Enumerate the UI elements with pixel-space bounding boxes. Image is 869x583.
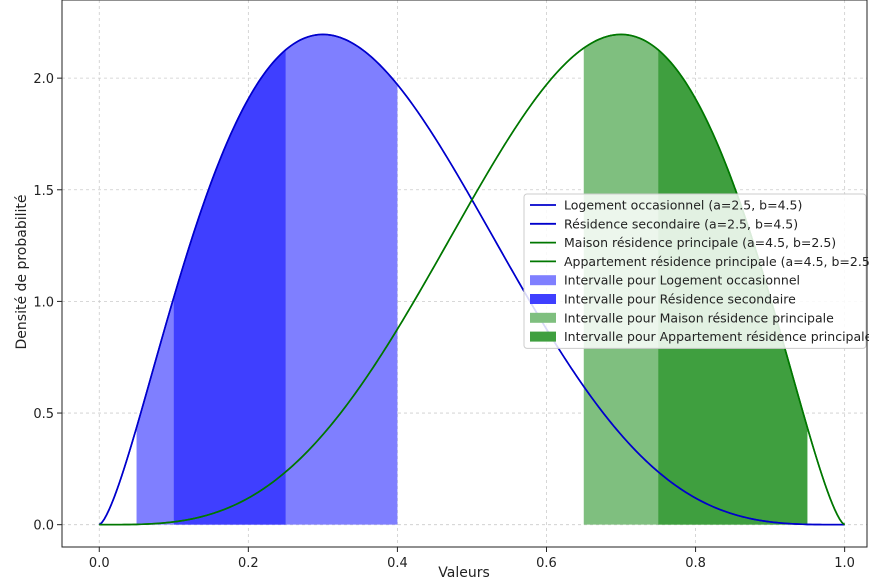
x-tick-label: 0.0 (89, 556, 110, 571)
legend-patch-swatch (530, 275, 556, 286)
y-tick-label: 1.5 (33, 184, 54, 199)
series-line-4 (99, 33, 846, 526)
plot-frame (61, 0, 868, 548)
legend: Logement occasionnel (a=2.5, b=4.5) Résid… (523, 193, 869, 349)
x-tick-label: 1.0 (834, 556, 855, 571)
legend-entry-label: Résidence secondaire (a=2.5, b=4.5) (564, 216, 798, 231)
legend-patch-swatch (530, 294, 556, 304)
legend-entry-label: Logement occasionnel (a=2.5, b=4.5) (564, 198, 802, 213)
y-tick-label: 1.0 (33, 295, 54, 310)
x-tick-label: 0.2 (238, 556, 259, 571)
legend-entry-label: Intervalle pour Maison résidence princip… (564, 310, 834, 325)
x-tick-label: 0.8 (685, 556, 706, 571)
y-tick-label: 2.0 (33, 72, 54, 87)
y-axis: 0.0 0.5 1.0 1.5 2.0 (33, 72, 62, 534)
x-tick-label: 0.6 (536, 556, 557, 571)
legend-patch-swatch (530, 312, 556, 323)
y-tick-label: 0.5 (33, 407, 54, 422)
legend-entry-label: Intervalle pour Appartement résidence pr… (564, 329, 869, 344)
legend-entry-label: Intervalle pour Logement occasionnel (564, 273, 800, 288)
x-axis: 0.0 0.2 0.4 0.6 0.8 1.0 (89, 547, 855, 571)
x-tick-label: 0.4 (387, 556, 408, 571)
y-axis-label: Densité de probabilité (14, 195, 30, 350)
density-curves (98, 33, 846, 526)
legend-entry-label: Appartement résidence principale (a=4.5,… (564, 254, 869, 269)
y-tick-label: 0.0 (33, 519, 54, 534)
legend-entry-label: Maison résidence principale (a=4.5, b=2.… (564, 235, 836, 250)
interval-area-2 (173, 49, 286, 525)
x-axis-label: Valeurs (438, 565, 490, 581)
legend-entry-label: Intervalle pour Résidence secondaire (564, 292, 796, 307)
legend-box (523, 193, 867, 349)
interval-areas (136, 34, 808, 525)
legend-patch-swatch (530, 331, 556, 342)
